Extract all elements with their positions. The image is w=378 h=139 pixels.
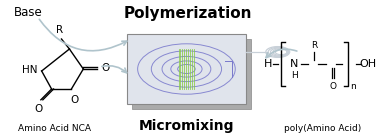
Text: O: O — [70, 95, 79, 105]
Bar — [127, 34, 246, 104]
FancyArrowPatch shape — [102, 66, 127, 73]
FancyArrowPatch shape — [266, 49, 297, 58]
Text: Amino Acid NCA: Amino Acid NCA — [18, 124, 91, 133]
Text: Polymerization: Polymerization — [123, 6, 252, 21]
Text: Base: Base — [14, 6, 43, 19]
Text: Micromixing: Micromixing — [139, 119, 234, 133]
FancyArrowPatch shape — [39, 19, 127, 51]
Text: n: n — [350, 82, 356, 91]
Bar — [132, 39, 251, 109]
Text: R: R — [56, 25, 63, 35]
Text: OH: OH — [359, 59, 376, 69]
Text: O: O — [330, 82, 337, 91]
Text: poly(Amino Acid): poly(Amino Acid) — [284, 124, 361, 133]
Text: H: H — [263, 59, 272, 69]
Text: H: H — [291, 71, 298, 80]
Text: N: N — [290, 59, 299, 69]
Text: O: O — [34, 104, 43, 114]
Text: R: R — [311, 41, 318, 50]
Text: O: O — [101, 63, 109, 73]
Text: HN: HN — [22, 65, 38, 75]
